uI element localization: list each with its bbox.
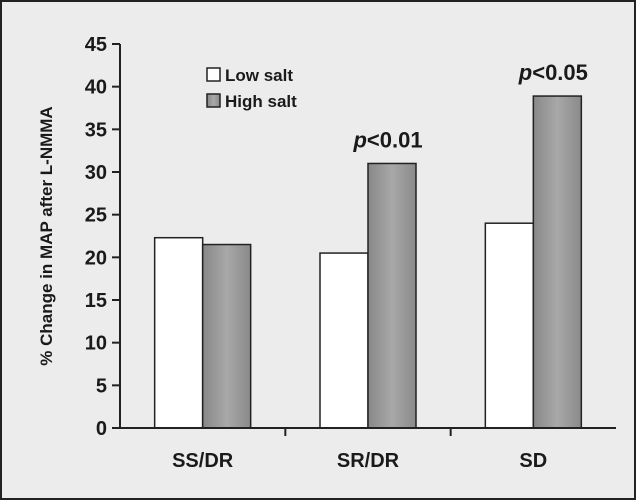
y-axis-label: % Change in MAP after L-NMMA <box>37 106 56 365</box>
y-tick-label: 20 <box>85 247 107 269</box>
y-tick-label: 15 <box>85 290 107 312</box>
y-tick-label: 30 <box>85 162 107 184</box>
significance-annotation: p<0.05 <box>518 60 588 85</box>
bar-low-salt-sd <box>484 222 535 429</box>
y-tick-label: 0 <box>96 418 107 440</box>
bar-low-salt-sr-dr <box>319 252 369 429</box>
bar-low-salt-ss-dr <box>153 236 204 429</box>
x-category-label: SS/DR <box>172 450 234 472</box>
bar-high-salt-ss-dr <box>201 243 252 429</box>
bar-chart: 0 5 10 15 20 25 30 35 40 45 SS/DR SR/DR SD p<0.01 p<… <box>37 34 616 472</box>
legend-swatch-high-salt <box>206 93 221 108</box>
x-category-label: SD <box>519 450 547 472</box>
y-tick-label: 10 <box>85 333 107 355</box>
y-tick-label: 35 <box>85 119 107 141</box>
bar-high-salt-sr-dr <box>367 162 417 429</box>
legend-label-high-salt: High salt <box>225 92 297 111</box>
y-tick-label: 25 <box>85 205 107 227</box>
y-tick-label: 40 <box>85 77 107 99</box>
y-tick-label: 5 <box>96 375 107 397</box>
x-category-label: SR/DR <box>337 450 400 472</box>
bar-high-salt-sd <box>532 95 583 429</box>
y-tick-label: 45 <box>85 34 107 56</box>
legend-label-low-salt: Low salt <box>225 66 293 85</box>
significance-annotation: p<0.01 <box>352 127 422 152</box>
legend: Low salt High salt <box>206 66 297 111</box>
legend-swatch-low-salt <box>206 67 221 82</box>
